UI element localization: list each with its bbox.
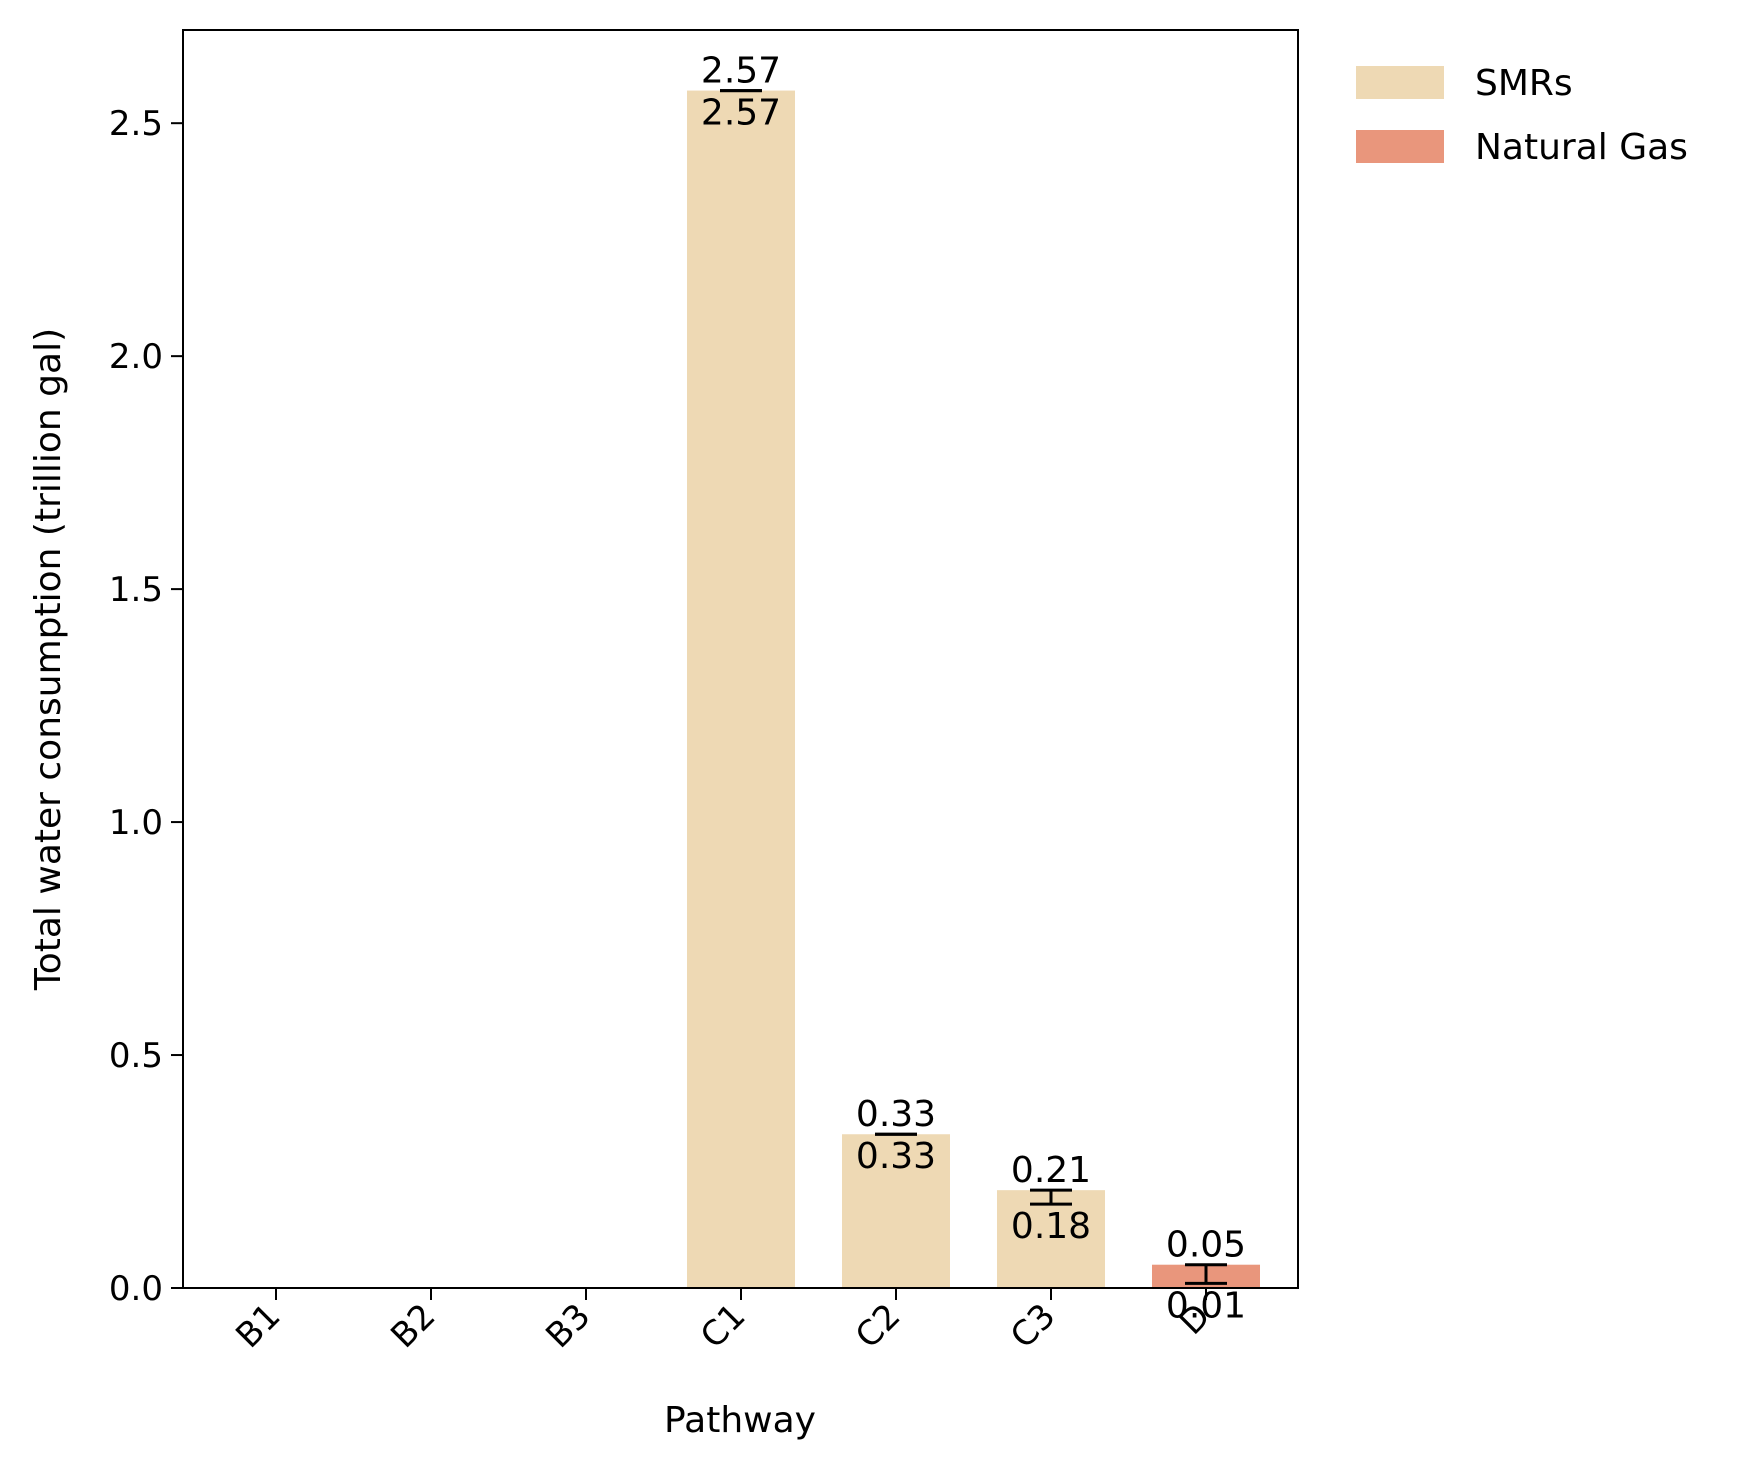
y-axis-label: Total water consumption (trillion gal) <box>28 328 69 991</box>
y-axis: 0.0 0.5 1.0 1.5 2.0 2.5 <box>109 104 183 1309</box>
bar-smrs-c2 <box>842 1134 950 1288</box>
data-label-low-c1: 2.57 <box>701 93 781 134</box>
legend-swatch-natural-gas <box>1356 130 1444 163</box>
data-label-low-c3: 0.18 <box>1011 1206 1091 1247</box>
x-tick-label: B2 <box>383 1296 443 1356</box>
data-label-high-c3: 0.21 <box>1011 1150 1091 1191</box>
x-axis: B1 B2 B3 C1 C2 C3 D <box>228 1288 1218 1356</box>
error-bars-layer <box>720 89 1227 1285</box>
y-tick-label: 0.0 <box>109 1269 163 1309</box>
x-axis-label: Pathway <box>664 1400 816 1441</box>
legend-label: SMRs <box>1475 63 1573 104</box>
bar-smrs-c1 <box>687 90 795 1289</box>
x-tick-label: C1 <box>693 1296 753 1356</box>
y-tick-label: 1.0 <box>109 803 163 843</box>
data-labels-layer: 2.572.570.330.33 0.210.18 0.050.01 <box>701 51 1246 1327</box>
legend-swatch-smrs <box>1356 66 1444 99</box>
y-tick-label: 2.5 <box>109 104 163 144</box>
bars-layer <box>687 90 1260 1289</box>
y-tick-label: 2.0 <box>109 337 163 377</box>
data-label-low-c2: 0.33 <box>856 1136 936 1177</box>
bar-smrs-c3 <box>997 1190 1105 1288</box>
legend: SMRs Natural Gas <box>1356 63 1688 168</box>
legend-label: Natural Gas <box>1475 127 1688 168</box>
x-tick-label: B3 <box>538 1296 598 1356</box>
y-tick-label: 1.5 <box>109 570 163 610</box>
data-label-high-c1: 2.57 <box>701 51 781 92</box>
x-tick-label: C3 <box>1003 1296 1063 1356</box>
x-tick-label: C2 <box>848 1296 908 1356</box>
y-tick-label: 0.5 <box>109 1036 163 1076</box>
data-label-high-c2: 0.33 <box>856 1094 936 1135</box>
data-label-high-d: 0.05 <box>1166 1225 1246 1266</box>
x-tick-label: B1 <box>228 1296 288 1356</box>
